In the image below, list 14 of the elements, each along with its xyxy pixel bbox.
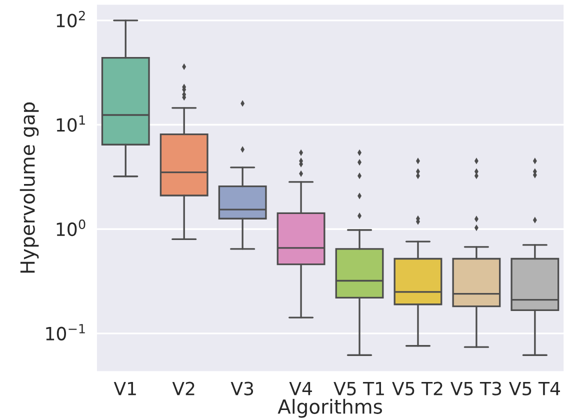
y-tick-label: 10$^{2}$: [56, 10, 85, 28]
x-tick-label: V5 T4: [509, 382, 560, 396]
y-tick-label: 10$^{1}$: [56, 115, 85, 132]
y-axis-title: Hypervolume gap: [20, 102, 39, 273]
y-tick-label: 10$^{−1}$: [46, 324, 85, 340]
x-tick-label: V5 T1: [334, 382, 384, 396]
x-tick-label: V5 T3: [450, 382, 502, 396]
x-tick-label: V2: [172, 382, 194, 396]
x-tick-label: V1: [114, 382, 136, 396]
x-axis-title: Algorithms: [278, 398, 382, 418]
x-tick-label: V4: [289, 382, 312, 396]
x-tick-label: V5 T2: [392, 382, 442, 396]
y-tick-label: 10$^{0}$: [56, 220, 86, 236]
x-tick-label: V3: [230, 382, 254, 396]
